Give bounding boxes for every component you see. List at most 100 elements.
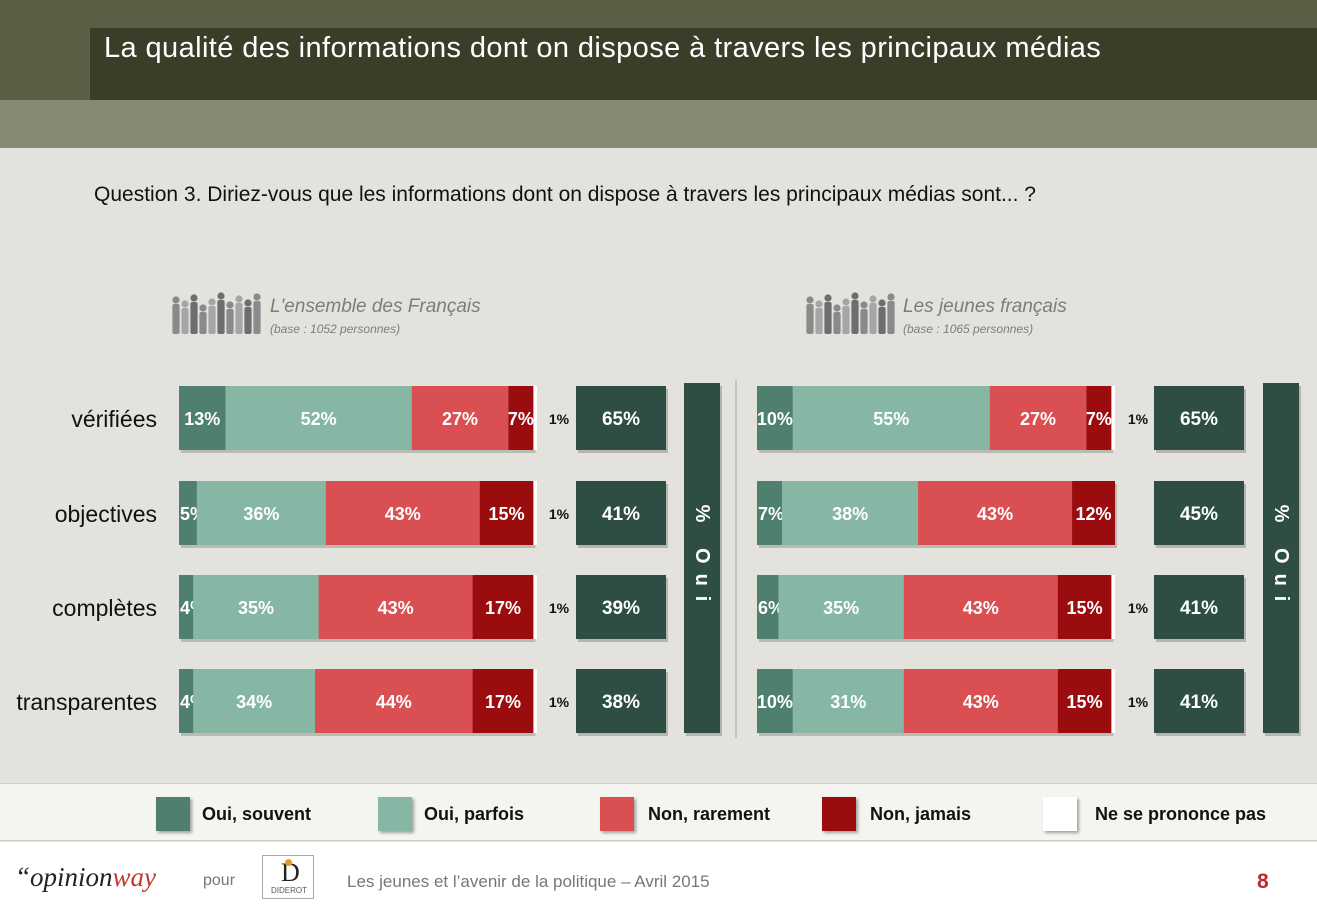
bar-young-transparentes-non-rarement: [903, 669, 1058, 733]
bar-all-verifiees-oui-souvent: [179, 386, 226, 450]
bar-all-transparentes-oui-souvent: [179, 669, 194, 733]
total-box-all-transparentes: [576, 669, 666, 733]
bar-young-completes-non-rarement: [903, 575, 1058, 639]
legend-swatch-non-rarement: [600, 797, 634, 831]
legend-label-oui-souvent: Oui, souvent: [202, 804, 312, 824]
bar-young-verifiees-nsp: [1111, 386, 1115, 450]
bar-all-verifiees-oui-parfois: [225, 386, 412, 450]
question-text: Question 3. Diriez-vous que les informat…: [94, 183, 1036, 206]
total-label-young-objectives: 45%: [1180, 504, 1218, 525]
label-young-completes-nsp: 1%: [1128, 600, 1149, 616]
legend-swatch-oui-parfois: [378, 797, 412, 831]
label-all-objectives-non-rarement: 43%: [385, 504, 421, 524]
label-young-transparentes-oui-souvent: 10%: [757, 692, 793, 712]
total-band-label-young: % Oui: [1270, 505, 1292, 612]
people-icon: [172, 292, 261, 334]
label-young-objectives-non-jamais: 12%: [1076, 504, 1112, 524]
diderot-logo: D DIDEROT: [262, 855, 314, 899]
total-box-young-transparentes: [1154, 669, 1244, 733]
label-young-objectives-non-rarement: 43%: [977, 504, 1013, 524]
total-box-all-verifiees: [576, 386, 666, 450]
total-box-young-objectives: [1154, 481, 1244, 545]
label-young-transparentes-non-jamais: 15%: [1067, 692, 1103, 712]
opinionway-logo: “opinionway: [15, 862, 157, 892]
page-title: La qualité des informations dont on disp…: [104, 32, 1102, 64]
total-label-all-transparentes: 38%: [602, 692, 640, 713]
bar-all-objectives-non-rarement: [325, 481, 480, 545]
label-young-transparentes-oui-parfois: 31%: [830, 692, 866, 712]
bar-young-transparentes-non-jamais: [1057, 669, 1112, 733]
total-label-young-transparentes: 41%: [1180, 692, 1218, 713]
label-young-objectives-oui-souvent: 7%: [758, 504, 784, 524]
label-all-transparentes-non-rarement: 44%: [376, 692, 412, 712]
bar-all-completes-oui-souvent: [179, 575, 194, 639]
bar-young-verifiees-oui-parfois: [792, 386, 990, 450]
title-box: [90, 28, 1317, 100]
label-young-completes-oui-souvent: 6%: [758, 598, 784, 618]
bar-young-transparentes-oui-souvent: [757, 669, 793, 733]
group-base-young: (base : 1065 personnes): [903, 322, 1034, 336]
label-young-verifiees-non-rarement: 27%: [1020, 409, 1056, 429]
label-young-completes-non-jamais: 15%: [1067, 598, 1103, 618]
bar-young-completes-non-jamais: [1057, 575, 1112, 639]
total-band-young: [1263, 383, 1299, 733]
bar-young-transparentes-oui-parfois: [792, 669, 904, 733]
label-all-transparentes-non-jamais: 17%: [485, 692, 521, 712]
bar-all-objectives-nsp: [533, 481, 537, 545]
group-base-all: (base : 1052 personnes): [270, 322, 401, 336]
label-all-verifiees-oui-parfois: 52%: [301, 409, 337, 429]
label-all-verifiees-non-jamais: 7%: [508, 409, 534, 429]
label-young-verifiees-oui-souvent: 10%: [757, 409, 793, 429]
legend-label-non-jamais: Non, jamais: [870, 804, 972, 824]
pour-text: pour: [203, 872, 236, 889]
label-all-objectives-oui-parfois: 36%: [243, 504, 279, 524]
legend-swatch-oui-souvent: [156, 797, 190, 831]
bar-all-completes-nsp: [533, 575, 537, 639]
legend-label-nsp: Ne se prononce pas: [1095, 804, 1267, 824]
bar-all-objectives-oui-souvent: [179, 481, 197, 545]
category-label-completes: complètes: [52, 595, 157, 621]
label-all-transparentes-oui-parfois: 34%: [236, 692, 272, 712]
bar-all-verifiees-nsp: [533, 386, 537, 450]
bar-all-objectives-oui-parfois: [196, 481, 326, 545]
bar-all-transparentes-non-jamais: [472, 669, 534, 733]
chart: 13% 52% 27% 7% 1% 65%5% 36% 43% 15% 1% 41%4% 35% 43%…: [16, 292, 1301, 738]
total-box-all-completes: [576, 575, 666, 639]
label-young-transparentes-nsp: 1%: [1128, 694, 1149, 710]
bar-young-completes-nsp: [1111, 575, 1115, 639]
label-young-completes-oui-parfois: 35%: [823, 598, 859, 618]
bar-all-verifiees-non-rarement: [411, 386, 509, 450]
bar-all-transparentes-nsp: [533, 669, 537, 733]
footer: “opinionway pour D DIDEROT Les jeunes et…: [0, 842, 1317, 909]
legend: Oui, souvent Oui, parfois Non, rarement …: [0, 783, 1317, 841]
footer-text: Les jeunes et l’avenir de la politique –…: [347, 872, 710, 891]
bar-young-verifiees-non-jamais: [1086, 386, 1112, 450]
bar-young-completes-oui-parfois: [778, 575, 904, 639]
label-young-verifiees-oui-parfois: 55%: [873, 409, 909, 429]
total-band-label-all: % Oui: [691, 505, 713, 612]
bar-young-objectives-oui-souvent: [757, 481, 783, 545]
legend-label-non-rarement: Non, rarement: [648, 804, 771, 824]
category-label-transparentes: transparentes: [16, 689, 157, 715]
label-young-completes-non-rarement: 43%: [963, 598, 999, 618]
bar-all-completes-oui-parfois: [193, 575, 319, 639]
legend-swatch-nsp: [1043, 797, 1077, 831]
label-all-completes-non-jamais: 17%: [485, 598, 521, 618]
bar-all-completes-non-rarement: [318, 575, 473, 639]
bar-young-completes-oui-souvent: [757, 575, 779, 639]
label-all-verifiees-nsp: 1%: [549, 411, 570, 427]
bar-all-transparentes-non-rarement: [315, 669, 473, 733]
label-all-completes-non-rarement: 43%: [378, 598, 414, 618]
bar-young-verifiees-oui-souvent: [757, 386, 793, 450]
bar-young-objectives-non-jamais: [1072, 481, 1115, 545]
total-box-all-objectives: [576, 481, 666, 545]
total-label-all-completes: 39%: [602, 598, 640, 619]
legend-swatch-non-jamais: [822, 797, 856, 831]
total-label-young-completes: 41%: [1180, 598, 1218, 619]
total-box-young-completes: [1154, 575, 1244, 639]
category-label-objectives: objectives: [55, 501, 157, 527]
total-band-all: [684, 383, 720, 733]
bar-all-objectives-non-jamais: [479, 481, 534, 545]
label-all-objectives-nsp: 1%: [549, 506, 570, 522]
label-all-verifiees-non-rarement: 27%: [442, 409, 478, 429]
